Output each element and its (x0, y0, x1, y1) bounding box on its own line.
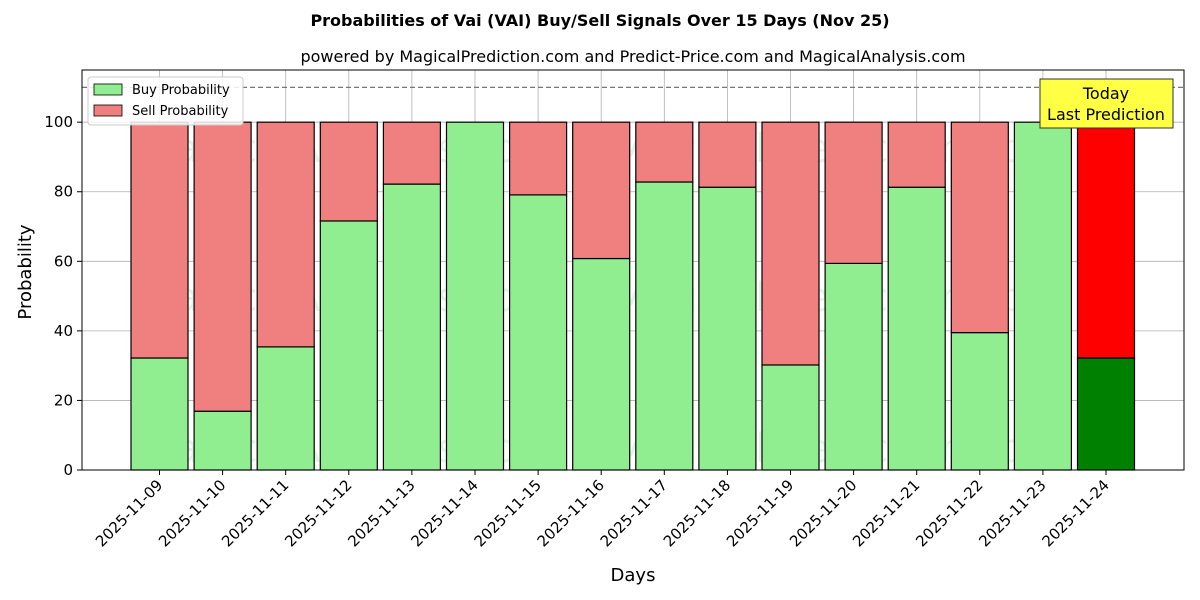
y-tick-label-4: 80 (54, 183, 73, 201)
legend-swatch-1 (93, 104, 123, 117)
sell-bar-2025-11-18 (698, 121, 757, 188)
x-axis: 2025-11-092025-11-102025-11-112025-11-12… (92, 470, 1113, 550)
legend: Buy Probability Sell Probability (87, 76, 244, 126)
buy-bar-2025-11-22 (950, 332, 1009, 471)
y-axis: 0 20 40 60 80 100 (44, 113, 82, 479)
legend-swatch-0 (93, 83, 123, 96)
x-tick-label-2025-11-16: 2025-11-16 (534, 476, 608, 550)
y-tick-label-2: 40 (54, 322, 73, 340)
sell-bar-2025-11-15 (509, 121, 568, 196)
plot-frame (81, 69, 1185, 471)
buy-bar-2025-11-19 (761, 364, 820, 471)
x-axis-label: Days (611, 565, 656, 586)
sell-bar-2025-11-21 (887, 121, 946, 188)
annotation-line-1: Last Prediction (1047, 105, 1165, 124)
x-tick-label-2025-11-24: 2025-11-24 (1038, 476, 1112, 550)
x-tick-label-2025-11-14: 2025-11-14 (407, 476, 481, 550)
legend-label-1: Sell Probability (132, 104, 229, 119)
x-tick-label-2025-11-22: 2025-11-22 (912, 476, 986, 550)
sell-bar-2025-11-10 (193, 121, 252, 412)
x-tick-label-2025-11-18: 2025-11-18 (660, 476, 734, 550)
y-tick-label-1: 20 (54, 391, 73, 409)
today-annotation: Today Last Prediction (1039, 78, 1174, 129)
chart-title: Probabilities of Vai (VAI) Buy/Sell Sign… (310, 11, 889, 30)
sell-bar-2025-11-09 (130, 121, 189, 359)
buy-bar-2025-11-11 (256, 346, 315, 471)
y-axis-label: Probability (15, 224, 36, 319)
buy-bar-2025-11-18 (698, 186, 757, 471)
y-tick-label-3: 60 (54, 252, 73, 270)
chart-subtitle: powered by MagicalPrediction.com and Pre… (300, 47, 965, 66)
buy-bar-2025-11-13 (382, 183, 441, 471)
legend-box (87, 76, 244, 126)
buy-bar-2025-11-10 (193, 410, 252, 471)
buy-bar-2025-11-20 (824, 262, 883, 471)
bars (130, 121, 1136, 471)
annotation-box (1039, 78, 1174, 129)
x-tick-label-2025-11-10: 2025-11-10 (155, 476, 229, 550)
x-tick-label-2025-11-21: 2025-11-21 (849, 476, 923, 550)
y-tick-label-5: 100 (44, 113, 73, 131)
x-tick-label-2025-11-23: 2025-11-23 (975, 476, 1049, 550)
x-tick-label-2025-11-13: 2025-11-13 (344, 476, 418, 550)
x-tick-label-2025-11-09: 2025-11-09 (92, 476, 166, 550)
buy-bar-2025-11-16 (572, 257, 631, 471)
buy-bar-2025-11-14 (445, 121, 505, 471)
annotation-line-0: Today (1082, 84, 1129, 103)
sell-bar-2025-11-19 (761, 121, 820, 366)
x-tick-label-2025-11-15: 2025-11-15 (471, 476, 545, 550)
sell-bar-2025-11-11 (256, 121, 315, 348)
sell-bar-2025-11-13 (382, 121, 441, 185)
sell-bar-2025-11-22 (950, 121, 1009, 334)
buy-bar-2025-11-23 (1013, 121, 1073, 471)
buy-bar-2025-11-09 (130, 357, 189, 471)
sell-bar-2025-11-20 (824, 121, 883, 264)
sell-bar-2025-11-12 (319, 121, 378, 222)
x-tick-label-2025-11-20: 2025-11-20 (786, 476, 860, 550)
buy-bar-2025-11-12 (319, 220, 378, 471)
x-tick-label-2025-11-19: 2025-11-19 (723, 476, 797, 550)
sell-bar-2025-11-16 (572, 121, 631, 260)
sell-bar-2025-11-17 (635, 121, 694, 183)
x-tick-label-2025-11-11: 2025-11-11 (218, 476, 292, 550)
buy-bar-2025-11-21 (887, 186, 946, 471)
sell-bar-2025-11-24 (1076, 121, 1136, 359)
x-tick-label-2025-11-12: 2025-11-12 (281, 476, 355, 550)
buy-bar-2025-11-17 (635, 181, 694, 471)
y-tick-label-0: 0 (63, 461, 73, 479)
buy-bar-2025-11-24 (1076, 357, 1136, 471)
legend-label-0: Buy Probability (132, 83, 230, 98)
buy-bar-2025-11-15 (509, 194, 568, 471)
x-tick-label-2025-11-17: 2025-11-17 (597, 476, 671, 550)
